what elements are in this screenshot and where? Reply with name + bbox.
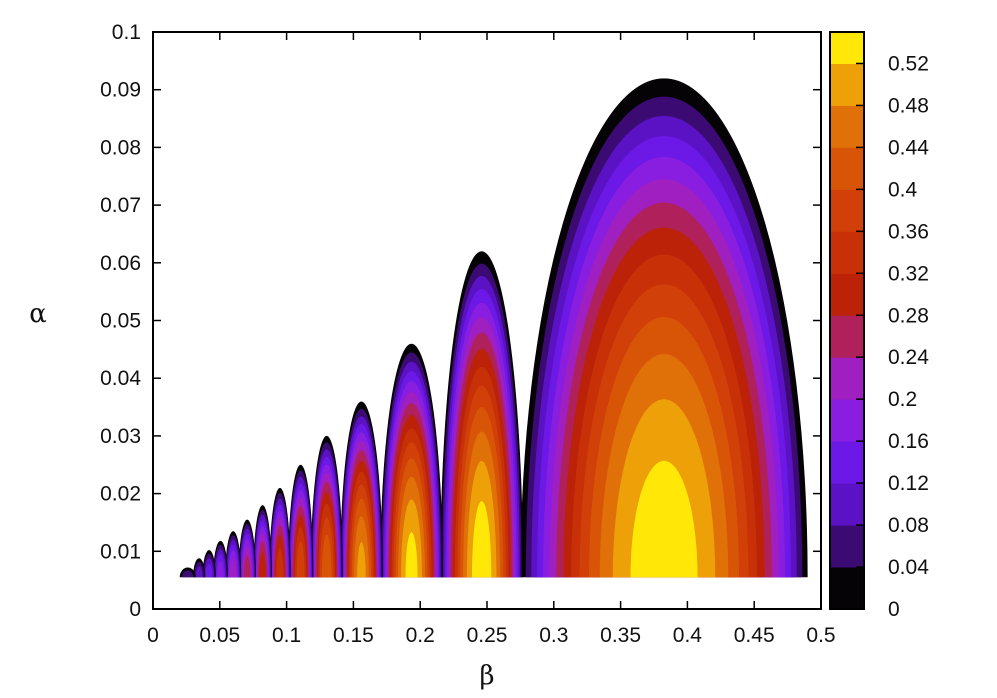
colorbar-frame: [829, 31, 865, 610]
y-tick-label: 0.05: [100, 310, 141, 333]
heatmap-dome: [225, 531, 242, 578]
x-tick-label: 0.3: [539, 624, 568, 647]
colorbar-segment: [831, 441, 863, 484]
colorbar-tick-label: 0.44: [888, 136, 929, 159]
y-tick-label: 0.09: [100, 79, 141, 102]
colorbar-tick-label: 0.4: [888, 178, 918, 201]
colorbar-tick-label: 0: [888, 598, 900, 621]
heatmap-dome: [202, 550, 216, 578]
heatmap-band: [630, 460, 698, 578]
x-tick-label: 0.2: [406, 624, 435, 647]
colorbar-tick-label: 0.16: [888, 430, 929, 453]
heatmap-dome: [520, 78, 808, 578]
colorbar-segment: [831, 147, 863, 190]
heatmap-layer: [179, 78, 808, 578]
heatmap-dome: [193, 558, 206, 578]
colorbar-tick-label: 0.04: [888, 556, 929, 579]
colorbar-tick-label: 0.48: [888, 94, 929, 117]
colorbar-tick-label: 0.08: [888, 514, 929, 537]
heatmap-dome: [287, 464, 314, 578]
y-tick-label: 0.06: [100, 252, 141, 275]
colorbar-segment: [831, 483, 863, 526]
x-tick-label: 0.05: [199, 624, 240, 647]
heatmap-band: [217, 561, 224, 578]
colorbar-segment: [831, 231, 863, 274]
heatmap-dome: [380, 343, 443, 578]
x-tick-label: 0.5: [806, 624, 835, 647]
colorbar-tick-label: 0.12: [888, 472, 929, 495]
colorbar-ticks: 0 0.04 0.08 0.12 0.16 0.2 0.24 0.28 0.32 0.36 0.4 0…: [856, 52, 929, 621]
heatmap-band: [243, 555, 251, 578]
heatmap-band: [195, 566, 203, 578]
x-axis-label: β: [479, 661, 494, 691]
y-tick-label: 0.1: [112, 21, 141, 44]
heatmap-dome: [340, 401, 383, 578]
x-tick-label: 0: [147, 624, 159, 647]
heatmap-dome: [269, 487, 291, 578]
y-tick-label: 0.07: [100, 194, 141, 217]
x-tick-label: 0.35: [600, 624, 641, 647]
colorbar-tick-label: 0.2: [888, 388, 917, 411]
colorbar-tick-label: 0.52: [888, 52, 929, 75]
y-tick-label: 0.08: [100, 136, 141, 159]
heatmap-dome: [238, 519, 256, 578]
colorbar-tick-label: 0.32: [888, 262, 929, 285]
colorbar-segment: [831, 357, 863, 400]
x-axis: 0 0.05 0.1 0.15 0.2 0.25 0.3 0.35 0.4 0.45 0.5: [147, 32, 836, 647]
colorbar-segment: [831, 189, 863, 232]
heatmap-dome: [440, 251, 524, 578]
x-tick-label: 0.1: [272, 624, 301, 647]
heatmap-dome: [310, 435, 343, 578]
heatmap-band: [229, 558, 237, 578]
y-tick-label: 0.03: [100, 425, 141, 448]
heatmap-band: [405, 532, 418, 578]
colorbar-segment: [831, 525, 863, 568]
colorbar-segment: [831, 63, 863, 106]
colorbar: [831, 32, 863, 610]
heatmap-band: [471, 501, 492, 578]
heatmap-band: [296, 541, 305, 578]
colorbar-tick-label: 0.24: [888, 346, 929, 369]
y-axis-label: α: [29, 299, 47, 329]
colorbar-tick-label: 0.36: [888, 220, 929, 243]
y-tick-label: 0.04: [100, 367, 141, 390]
heatmap-dome: [253, 505, 272, 578]
colorbar-segment: [831, 32, 863, 64]
heatmap-band: [276, 547, 284, 578]
colorbar-segment: [831, 273, 863, 316]
y-tick-label: 0: [129, 598, 141, 621]
heatmap-band: [357, 542, 366, 578]
y-tick-label: 0.01: [100, 540, 141, 563]
colorbar-tick-label: 0.28: [888, 304, 929, 327]
heatmap-dome: [179, 567, 196, 578]
heatmap-band: [182, 570, 194, 578]
colorbar-segment: [831, 567, 863, 610]
x-tick-label: 0.25: [467, 624, 508, 647]
heatmap-band: [259, 551, 266, 578]
colorbar-segment: [831, 105, 863, 148]
y-tick-label: 0.02: [100, 483, 141, 506]
heatmap-dome: [213, 540, 228, 578]
heatmap-band: [205, 563, 213, 578]
colorbar-segment: [831, 315, 863, 358]
x-tick-label: 0.4: [673, 624, 703, 647]
x-tick-label: 0.15: [333, 624, 374, 647]
colorbar-segment: [831, 399, 863, 442]
heatmap-band: [321, 534, 332, 578]
x-tick-label: 0.45: [734, 624, 775, 647]
y-axis: 0 0.01 0.02 0.03 0.04 0.05 0.06 0.07 0.08 0.09 0.1: [100, 21, 821, 621]
